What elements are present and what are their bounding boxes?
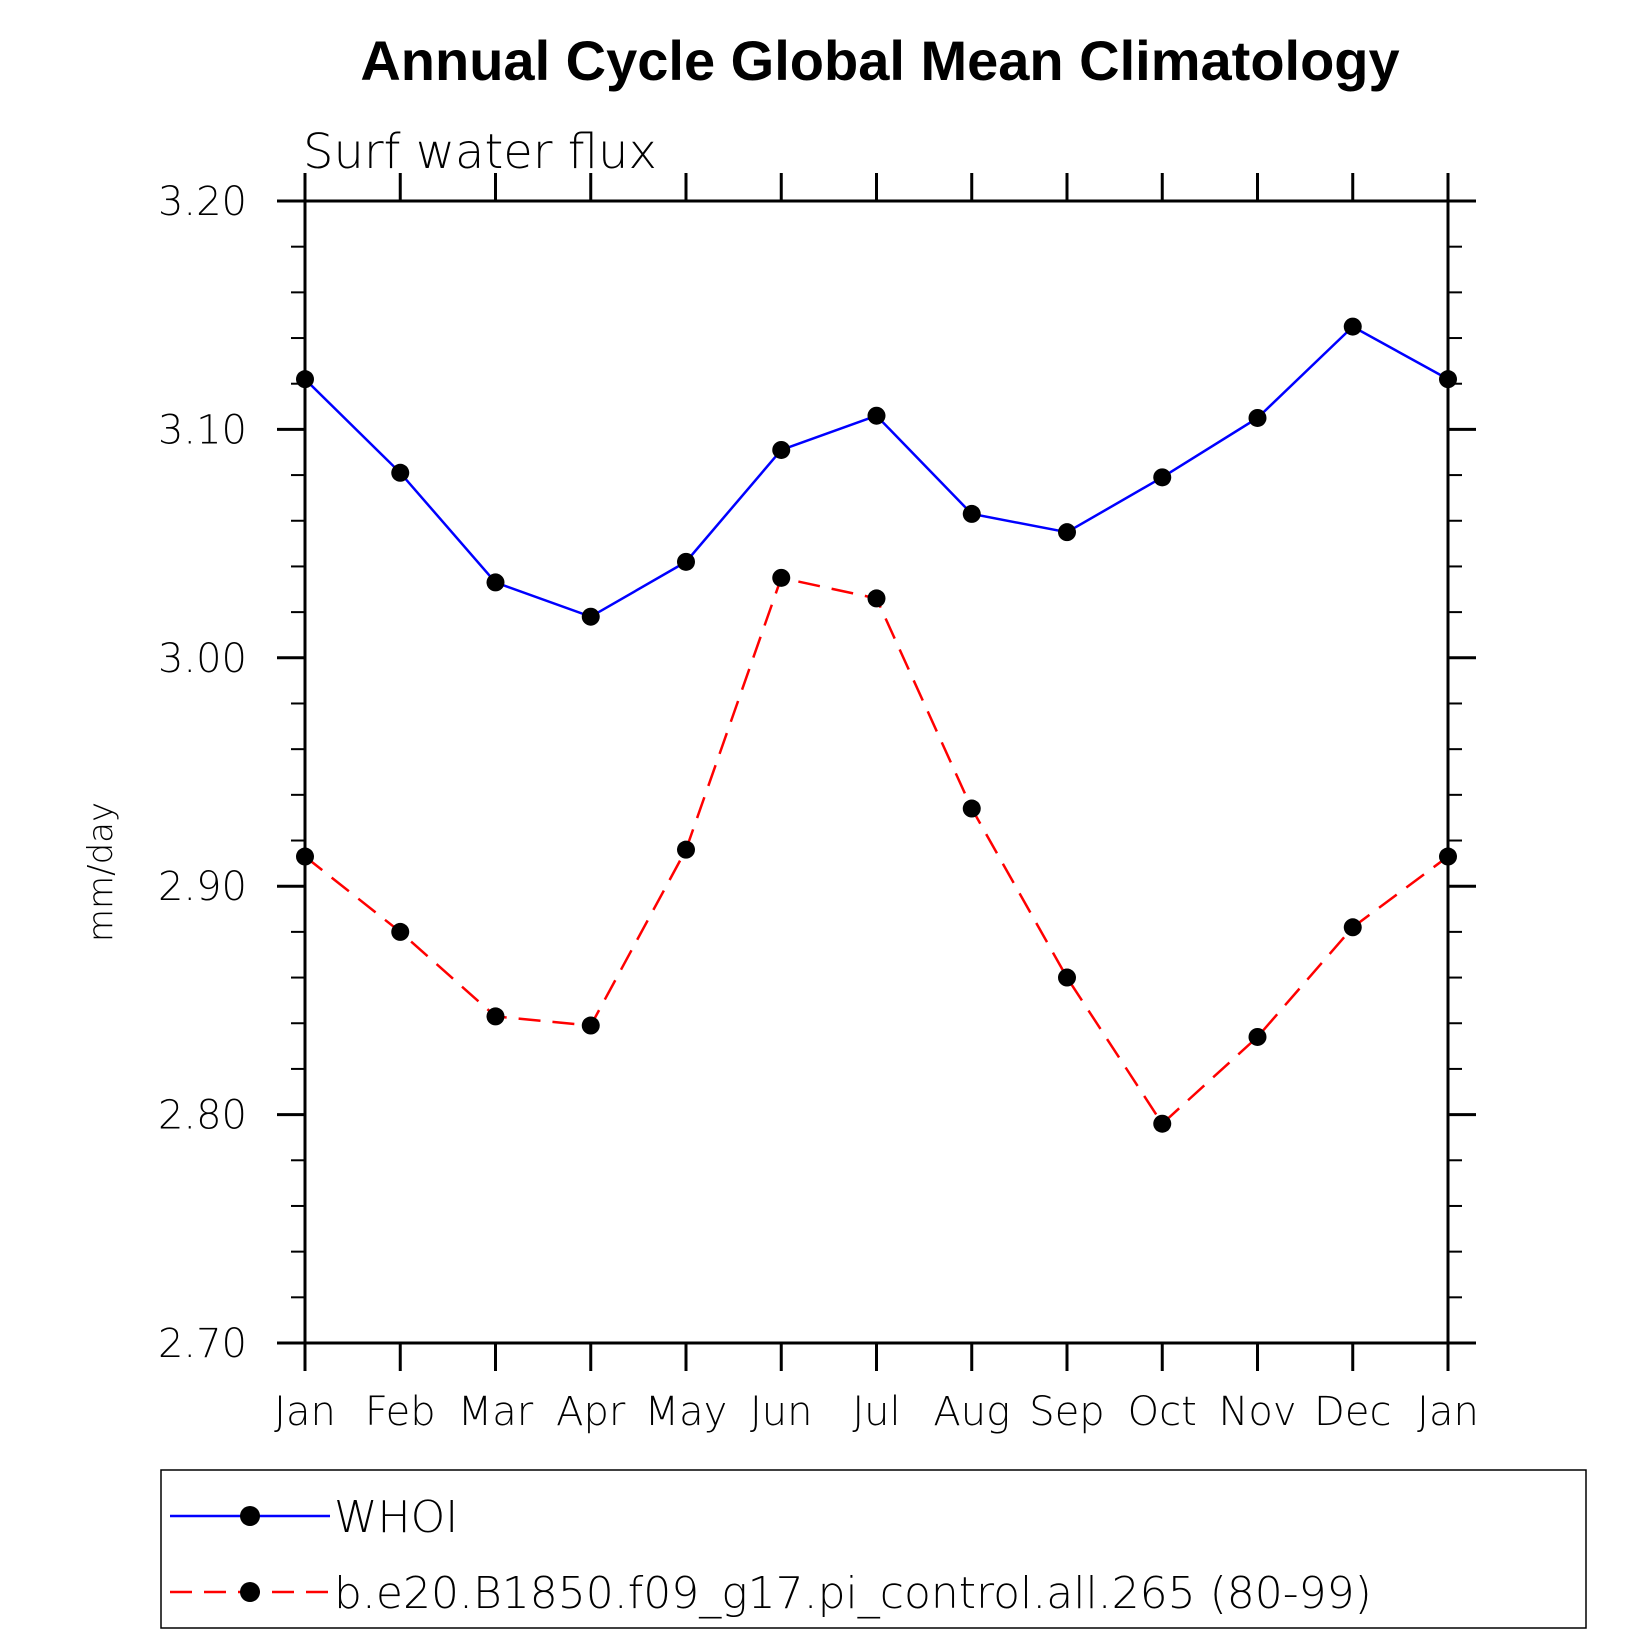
data-point-1 xyxy=(581,1016,600,1035)
series-line-1 xyxy=(304,576,1449,1126)
x-tick-label: Jun xyxy=(750,1389,813,1435)
data-point-1 xyxy=(1343,918,1362,937)
y-tick-label: 3.10 xyxy=(158,407,247,453)
y-axis-label: mm/day xyxy=(81,802,121,942)
chart-subtitle: Surf water flux xyxy=(303,124,657,180)
y-tick-label: 3.00 xyxy=(158,636,247,682)
y-tick-label: 2.70 xyxy=(158,1321,247,1367)
data-point-0 xyxy=(1248,408,1267,427)
x-tick-label: Jan xyxy=(274,1389,336,1435)
legend-box xyxy=(160,1469,1587,1629)
legend: WHOI b.e20.B1850.f09_g17.pi_control.all.2… xyxy=(160,1469,1587,1629)
data-point-1 xyxy=(962,799,981,818)
plot-area: 2.70 2.80 2.90 3.00 3.10 3.20 Jan Feb Mar Apr May J… xyxy=(158,173,1479,1435)
legend-marker-0 xyxy=(240,1506,260,1526)
x-tick-label: Jan xyxy=(1417,1389,1479,1435)
data-point-1 xyxy=(1248,1027,1267,1046)
data-point-1 xyxy=(677,840,695,859)
data-point-0 xyxy=(486,573,505,592)
y-tick-label: 3.20 xyxy=(158,179,247,225)
x-tick-label: May xyxy=(645,1389,728,1435)
data-point-0 xyxy=(581,607,600,626)
data-point-0 xyxy=(867,406,886,425)
x-tick-label: Dec xyxy=(1314,1389,1391,1435)
data-point-1 xyxy=(772,568,791,587)
x-tick-label: Mar xyxy=(458,1389,534,1435)
data-point-0 xyxy=(1439,370,1457,389)
x-tick-label: Nov xyxy=(1218,1389,1296,1435)
data-point-1 xyxy=(296,847,314,866)
y-tick-label: 2.80 xyxy=(158,1093,247,1139)
data-point-1 xyxy=(1153,1114,1172,1133)
data-point-0 xyxy=(1343,317,1362,336)
series-line-0 xyxy=(304,325,1449,619)
y-tick-label: 2.90 xyxy=(158,864,247,910)
chart-title: Annual Cycle Global Mean Climatology xyxy=(360,29,1399,92)
data-point-1 xyxy=(1439,847,1457,866)
legend-label-0: WHOI xyxy=(334,1492,458,1543)
data-point-0 xyxy=(296,370,314,389)
legend-label-1: b.e20.B1850.f09_g17.pi_control.all.265 (… xyxy=(334,1568,1372,1619)
legend-marker-1 xyxy=(240,1582,260,1602)
data-point-0 xyxy=(391,463,410,482)
x-tick-label: Jul xyxy=(852,1389,900,1435)
data-point-0 xyxy=(1058,523,1076,542)
x-tick-label: Feb xyxy=(365,1389,436,1435)
data-point-1 xyxy=(1058,968,1076,987)
x-tick-label: Aug xyxy=(933,1389,1010,1435)
data-point-1 xyxy=(486,1007,505,1026)
x-tick-label: Sep xyxy=(1029,1389,1104,1435)
data-point-1 xyxy=(391,922,410,941)
data-point-0 xyxy=(1153,468,1172,487)
data-point-0 xyxy=(772,440,791,459)
data-point-0 xyxy=(677,552,695,571)
data-point-0 xyxy=(962,504,981,523)
data-point-1 xyxy=(867,589,886,608)
plot-frame xyxy=(303,199,1450,1345)
x-tick-label: Oct xyxy=(1128,1389,1197,1435)
x-tick-label: Apr xyxy=(556,1389,626,1435)
